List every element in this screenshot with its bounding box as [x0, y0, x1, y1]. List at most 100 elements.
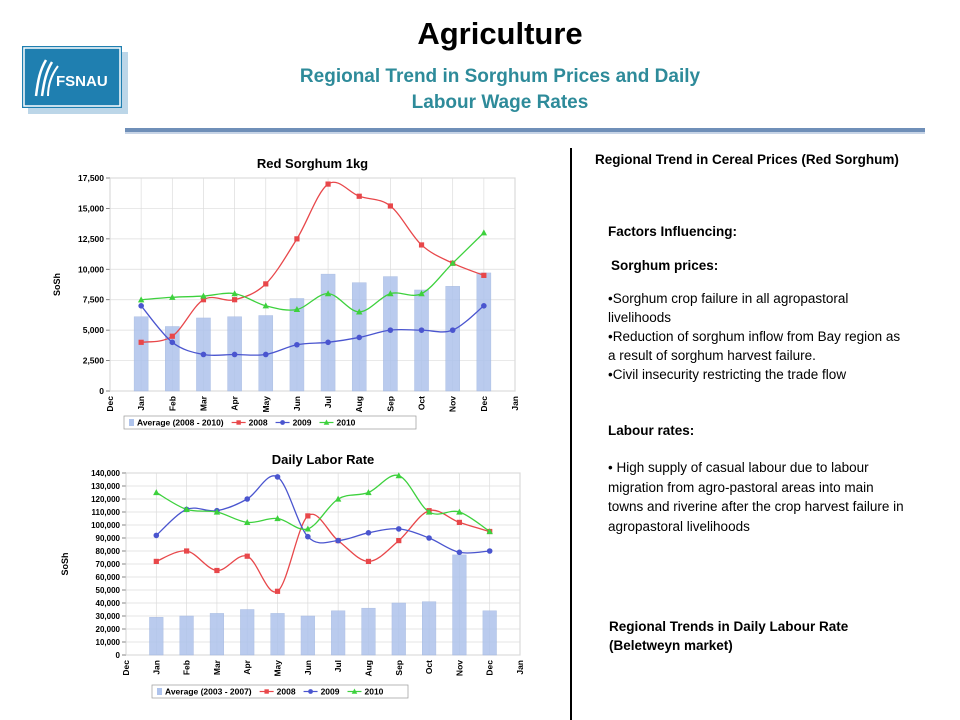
data-point	[153, 558, 159, 564]
bar	[422, 601, 437, 656]
x-tick-label: Dec	[485, 660, 495, 676]
legend-marker	[280, 420, 285, 425]
x-tick-label: Mar	[198, 395, 208, 411]
list-item: Civil insecurity restricting the trade f…	[608, 365, 908, 384]
series-line-2010	[141, 232, 485, 313]
data-point	[426, 535, 432, 541]
subtitle-line-1: Regional Trend in Sorghum Prices and Dai…	[299, 66, 701, 87]
data-point	[305, 533, 311, 540]
y-tick-label: 2,500	[83, 356, 105, 366]
y-tick-label: 10,000	[78, 264, 104, 274]
x-tick-label: Mar	[212, 659, 222, 675]
data-point	[274, 515, 281, 522]
y-axis-label: SoSh	[60, 552, 70, 575]
legend-label: 2010	[364, 687, 383, 697]
data-point	[138, 339, 144, 345]
data-point	[169, 293, 176, 300]
data-point	[262, 351, 269, 358]
data-point	[395, 472, 402, 479]
data-point	[213, 508, 221, 515]
y-tick-label: 90,000	[96, 534, 121, 543]
x-tick-label: Apr	[242, 659, 252, 674]
page-title: Agriculture	[417, 16, 583, 51]
x-tick-label: May	[261, 396, 271, 413]
data-point	[365, 489, 372, 496]
data-point	[244, 519, 251, 525]
chart-title: Red Sorghum 1kg	[257, 156, 368, 171]
legend-label: Average (2003 - 2007)	[165, 687, 252, 697]
legend-box	[151, 684, 409, 699]
y-tick-label: 20,000	[96, 625, 121, 634]
data-point	[387, 203, 393, 209]
y-tick-label: 60,000	[96, 573, 121, 582]
y-axis-label: SoSh	[52, 273, 62, 296]
data-point	[183, 506, 190, 512]
data-point	[396, 538, 402, 544]
list-item: Reduction of sorghum inflow from Bay reg…	[608, 327, 908, 365]
x-tick-label: Nov	[454, 660, 464, 676]
data-point	[244, 553, 250, 559]
sorghum-price-chart: Red Sorghum 1kg 0 2,500 5,000 7,500 10,000 12,…	[52, 156, 520, 430]
data-point	[387, 327, 394, 333]
data-point	[304, 525, 312, 532]
logo-text: FSNAU	[56, 73, 108, 90]
data-point	[293, 306, 301, 313]
legend-marker	[308, 689, 313, 694]
data-point	[481, 272, 487, 278]
bar	[179, 615, 194, 656]
x-tick-label: May	[273, 660, 283, 677]
x-tick-label: Dec	[121, 660, 131, 676]
y-tick-label: 50,000	[96, 586, 121, 595]
bar	[331, 610, 346, 656]
x-tick-label: Jul	[323, 396, 333, 408]
data-point	[325, 181, 331, 187]
x-tick-label: Aug	[354, 396, 364, 413]
legend-marker	[236, 420, 241, 425]
cereal-trend-heading: Regional Trend in Cereal Prices (Red Sor…	[595, 152, 899, 167]
x-tick-label: Oct	[417, 396, 427, 410]
daily-labor-rate-chart: Daily Labor Rate 0 10,000 20,000 30,000 40,00…	[60, 452, 525, 699]
data-point	[356, 308, 363, 315]
x-tick-label: Dec	[479, 396, 489, 412]
data-point	[335, 537, 341, 544]
list-item: Sorghum crop failure in all agropastoral…	[608, 289, 908, 327]
x-tick-label: Sep	[394, 660, 404, 676]
data-point	[356, 334, 363, 341]
bar	[476, 272, 492, 392]
data-point	[365, 558, 372, 564]
x-tick-label: Sep	[385, 396, 395, 412]
header-divider-shadow	[125, 132, 925, 134]
data-point	[486, 548, 493, 554]
data-point	[153, 532, 160, 539]
vertical-divider	[570, 148, 572, 720]
data-point	[387, 290, 394, 297]
y-tick-label: 120,000	[91, 495, 120, 504]
data-point	[418, 327, 425, 333]
data-point	[449, 327, 456, 333]
legend-swatch	[157, 688, 162, 695]
data-point	[262, 302, 269, 309]
data-point	[334, 495, 342, 502]
chart-title: Daily Labor Rate	[272, 452, 375, 467]
bar	[270, 613, 285, 656]
y-tick-label: 0	[116, 651, 121, 660]
data-point	[456, 519, 462, 525]
bar	[165, 326, 180, 392]
data-point	[200, 351, 207, 358]
bar	[482, 610, 497, 656]
series-line-2010	[155, 474, 491, 533]
data-point	[137, 296, 145, 303]
bar	[240, 609, 255, 656]
x-tick-label: Jan	[151, 660, 161, 675]
bar	[149, 617, 164, 656]
bar	[133, 316, 149, 392]
data-point	[481, 303, 487, 309]
subtitle-line-2: Labour Wage Rates	[411, 92, 589, 113]
legend-label: Average (2008 - 2010)	[137, 418, 224, 428]
labour-factor-list: High supply of casual labour due to labo…	[608, 458, 908, 536]
y-tick-label: 15,000	[78, 203, 104, 213]
labour-trend-heading: Regional Trends in Daily Labour Rate (Be…	[609, 619, 849, 653]
legend-label: 2009	[321, 687, 340, 697]
bar	[361, 607, 376, 656]
legend-marker	[323, 419, 330, 425]
